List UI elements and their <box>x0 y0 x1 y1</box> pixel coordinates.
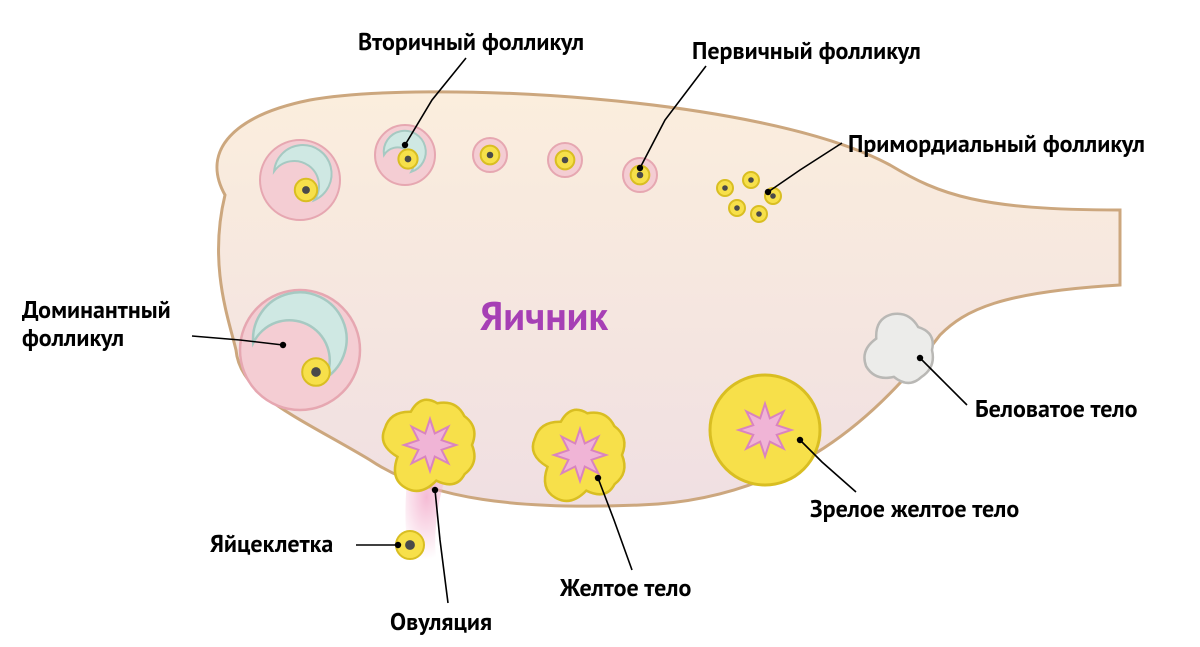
leader-dot-lbl-secondary <box>402 142 408 148</box>
primary-1 <box>473 138 507 172</box>
leader-dot-lbl-primordial <box>765 189 771 195</box>
lbl-primary: Первичный фолликул <box>692 37 921 65</box>
lbl-albicans: Беловатое тело <box>975 395 1137 423</box>
corpus-luteum-young <box>533 410 625 501</box>
leader-dot-lbl-primary <box>637 165 643 171</box>
lbl-dominant: Доминантный фолликул <box>22 296 171 351</box>
diagram-title: Яичник <box>480 290 608 342</box>
secondary-follicle-small <box>375 125 435 185</box>
leader-lbl-ovulation <box>435 490 448 603</box>
primary-2 <box>548 143 582 177</box>
lbl-ovulation: Овуляция <box>390 608 492 636</box>
primary-3 <box>623 158 657 192</box>
leader-dot-lbl-cl <box>595 475 601 481</box>
leader-dot-lbl-oocyte <box>395 542 401 548</box>
lbl-oocyte: Яйцеклетка <box>210 530 333 558</box>
lbl-cl: Желтое тело <box>560 574 691 602</box>
leader-dot-lbl-dominant <box>280 342 286 348</box>
corpus-luteum-mature <box>710 375 820 485</box>
dominant-follicle <box>240 290 360 410</box>
leader-dot-lbl-mature-cl <box>797 437 803 443</box>
secondary-follicle-large <box>260 140 340 220</box>
leader-lbl-albicans <box>920 358 967 405</box>
lbl-primordial: Примордиальный фолликул <box>848 130 1145 158</box>
ovulation <box>383 400 475 560</box>
leader-dot-lbl-albicans <box>917 355 923 361</box>
lbl-mature-cl: Зрелое желтое тело <box>810 495 1019 523</box>
leader-dot-lbl-ovulation <box>432 487 438 493</box>
lbl-secondary: Вторичный фолликул <box>358 28 584 56</box>
